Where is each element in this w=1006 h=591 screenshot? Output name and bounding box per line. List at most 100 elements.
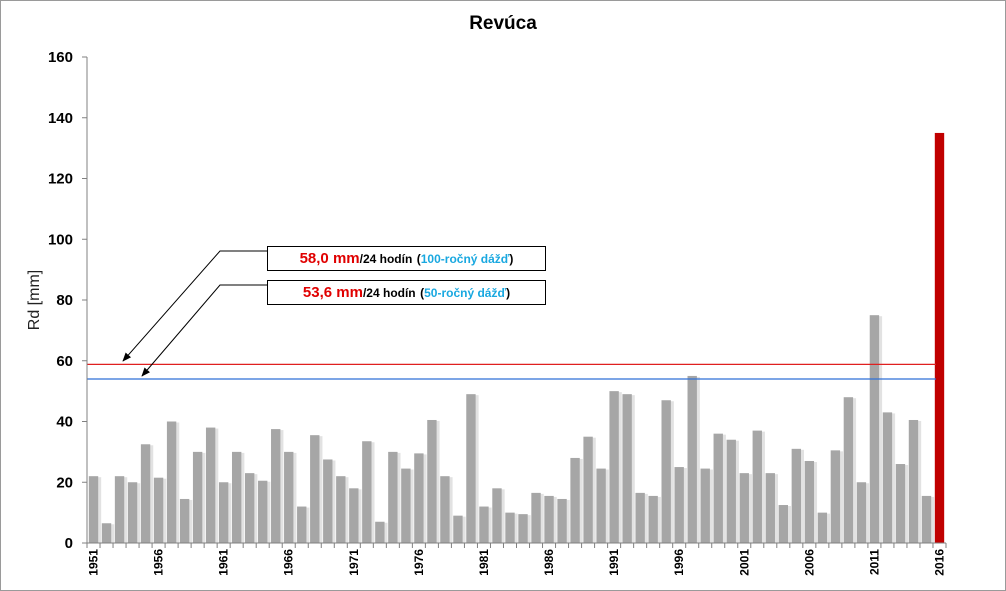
annotation-100-close: )	[509, 252, 514, 266]
y-tick-label: 20	[56, 474, 73, 491]
x-tick-label-1976: 1976	[412, 549, 426, 576]
bar-1988	[570, 457, 580, 543]
bar-1959	[192, 451, 203, 544]
bar-1972	[362, 441, 372, 543]
bar-1985	[531, 492, 541, 543]
annotation-50-arrow	[141, 284, 267, 377]
bar-2001	[739, 473, 749, 543]
bar-1973	[375, 521, 385, 543]
bar-2013	[895, 464, 906, 543]
bar-2007	[817, 512, 828, 544]
bar-1977	[427, 419, 437, 543]
bar-1979	[453, 515, 463, 543]
bar-2006	[804, 460, 815, 543]
annotation-50-value: 53,6 mm	[302, 284, 363, 301]
x-tick-label-2011: 2011	[867, 549, 881, 575]
x-tick-label-1971: 1971	[347, 549, 361, 576]
y-tick-label: 80	[56, 292, 73, 309]
bar-1956	[153, 477, 164, 543]
bar-1962	[231, 451, 242, 544]
annotation-100-year: 58,0 mm/24 hodín (100-ročný dážď)	[267, 246, 546, 271]
bar-1987	[557, 498, 567, 543]
bar-1993	[635, 492, 645, 543]
x-tick-label-1961: 1961	[217, 549, 231, 576]
bar-1991	[609, 391, 619, 544]
bar-2016	[934, 132, 945, 543]
chart-title: Revúca	[469, 13, 537, 34]
bar-2009	[843, 397, 854, 543]
bar-1971	[349, 488, 359, 543]
bar-1990	[596, 468, 606, 543]
annotation-100-period: 100-ročný dážď	[420, 252, 510, 266]
bar-1967	[297, 506, 307, 543]
bar-1963	[245, 473, 255, 543]
bar-1994	[648, 495, 658, 543]
x-tick-label-1991: 1991	[607, 549, 621, 576]
bar-1995	[661, 400, 671, 543]
bar-1976	[414, 453, 424, 543]
bar-1984	[518, 514, 528, 543]
x-tick-label-2016: 2016	[932, 549, 946, 576]
bar-1989	[583, 436, 593, 543]
annotation-50-year: 53,6 mm/24 hodín (50-ročný dážď)	[267, 280, 546, 305]
bar-1992	[622, 394, 632, 543]
bar-2010	[856, 482, 867, 543]
annotation-100-unit: /24 hodín	[359, 252, 413, 266]
bar-2012	[882, 412, 893, 543]
y-tick-label: 0	[65, 535, 73, 552]
annotation-50-unit: /24 hodín	[362, 286, 416, 300]
bar-1997	[687, 375, 697, 543]
bar-1980	[466, 394, 476, 543]
bar-1965	[271, 429, 281, 543]
annotation-50-period: 50-ročný dážď	[424, 286, 507, 300]
x-tick-label-1986: 1986	[542, 549, 556, 576]
x-tick-label-2001: 2001	[737, 549, 751, 576]
bar-1957	[166, 421, 177, 543]
annotation-50-open: (	[420, 286, 425, 300]
y-tick-label: 140	[48, 110, 73, 127]
y-tick-label: 40	[56, 414, 73, 431]
bar-1954	[127, 482, 138, 543]
annotation-100-open: (	[416, 252, 421, 266]
bar-2005	[791, 448, 802, 543]
x-tick-label-1956: 1956	[152, 549, 166, 576]
x-tick-label-1996: 1996	[672, 549, 686, 576]
bar-2008	[830, 450, 841, 543]
bar-1986	[544, 495, 554, 543]
bar-1974	[388, 451, 398, 544]
bar-2011	[869, 315, 880, 543]
y-tick-label: 100	[48, 231, 73, 248]
bar-1978	[440, 476, 450, 543]
bar-2004	[778, 505, 788, 543]
bar-1955	[140, 444, 151, 543]
bar-1964	[258, 480, 268, 543]
bar-1998	[700, 468, 710, 543]
bar-1982	[492, 488, 502, 543]
bar-1969	[323, 459, 333, 543]
y-tick-label: 120	[48, 171, 73, 188]
bar-1975	[401, 468, 411, 543]
y-tick-label: 160	[48, 49, 73, 66]
annotation-50-close: )	[506, 286, 511, 300]
bar-1958	[179, 498, 190, 543]
bar-1966	[284, 451, 294, 544]
bar-1952	[101, 523, 112, 543]
x-tick-label-2006: 2006	[802, 549, 816, 576]
bar-1970	[336, 476, 346, 543]
annotation-100-arrow	[122, 250, 267, 362]
bar-1996	[674, 467, 684, 543]
bar-1951	[88, 476, 99, 543]
bar-1968	[310, 435, 320, 543]
x-tick-label-1981: 1981	[477, 549, 491, 576]
bar-2015	[921, 495, 932, 543]
bar-2000	[726, 439, 736, 543]
bar-1999	[713, 433, 723, 543]
bar-1983	[505, 512, 515, 544]
x-tick-label-1966: 1966	[282, 549, 296, 576]
bar-1953	[114, 476, 125, 543]
bar-1960	[205, 427, 216, 543]
bar-2003	[765, 473, 775, 543]
bar-1961	[218, 482, 229, 543]
annotation-100-value: 58,0 mm	[299, 250, 360, 267]
